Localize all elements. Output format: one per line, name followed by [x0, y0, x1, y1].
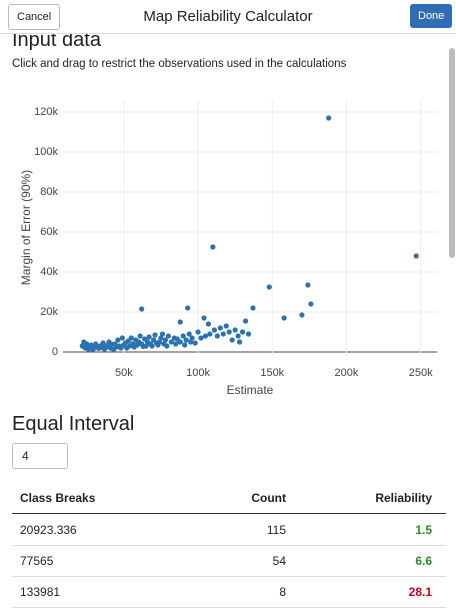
data-point: [165, 333, 171, 339]
data-point: [168, 339, 174, 345]
x-axis-label: Estimate: [227, 383, 274, 397]
column-header: Reliability: [375, 491, 432, 505]
table-cell: 1.5: [415, 523, 432, 537]
data-point: [182, 342, 188, 348]
header-bar: Cancel Map Reliability Calculator Done: [0, 0, 456, 34]
data-point: [201, 315, 207, 321]
data-point: [211, 327, 217, 333]
data-point: [156, 339, 163, 345]
data-point: [226, 329, 232, 335]
data-point: [266, 284, 272, 290]
data-point: [220, 331, 226, 337]
data-point: [217, 325, 223, 331]
data-point: [242, 318, 249, 324]
class-count-input[interactable]: 4: [12, 443, 68, 469]
data-point: [137, 333, 143, 339]
y-tick-label: 120k: [34, 106, 58, 118]
data-point: [119, 335, 125, 341]
data-point: [152, 332, 158, 338]
table-header: Class Breaks Count Reliability: [12, 482, 446, 514]
table-cell: 28.1: [408, 585, 432, 599]
data-point: [188, 339, 194, 345]
data-point: [146, 334, 152, 340]
data-point: [173, 341, 179, 347]
x-tick-label: 200k: [335, 367, 359, 379]
table-row: 77565 54 6.6: [12, 545, 446, 577]
data-point: [245, 331, 252, 337]
data-point: [149, 343, 155, 349]
data-point: [305, 282, 311, 288]
data-point: [177, 339, 183, 345]
data-point: [207, 331, 213, 337]
data-point: [195, 329, 201, 335]
table-row: 133981 8 28.1: [12, 576, 446, 608]
data-point: [202, 333, 209, 339]
table-cell: 54: [272, 554, 286, 568]
y-tick-label: 100k: [34, 146, 58, 158]
done-button[interactable]: Done: [410, 4, 453, 28]
x-tick-label: 150k: [260, 367, 284, 379]
data-point: [299, 312, 305, 318]
x-tick-label: 250k: [409, 367, 433, 379]
header-title: Map Reliability Calculator: [143, 8, 313, 25]
data-point: [128, 335, 134, 341]
cancel-button[interactable]: Cancel: [8, 4, 61, 30]
data-point: [159, 331, 166, 337]
table-cell: 20923.336: [20, 523, 77, 537]
y-tick-label: 60k: [40, 226, 58, 238]
data-point: [186, 331, 192, 337]
data-point: [115, 337, 121, 343]
data-point: [232, 327, 238, 333]
data-point: [185, 305, 191, 311]
instructions: Click and drag to restrict the observati…: [12, 58, 347, 70]
data-point: [413, 253, 419, 259]
y-tick-label: 0: [52, 346, 58, 358]
y-axis-label: Margin of Error (90%): [19, 170, 33, 285]
scrollbar[interactable]: [449, 48, 455, 258]
data-point: [214, 333, 220, 339]
data-point: [308, 301, 314, 307]
data-point: [229, 337, 235, 343]
data-point: [177, 319, 183, 325]
x-tick-label: 100k: [186, 367, 210, 379]
data-point: [223, 323, 229, 329]
table-row: 20923.336 115 1.5: [12, 514, 446, 546]
data-point: [198, 335, 204, 341]
y-tick-label: 20k: [40, 306, 58, 318]
data-point: [164, 343, 170, 349]
y-tick-label: 40k: [40, 266, 58, 278]
table-cell: 133981: [20, 585, 61, 599]
data-point: [162, 337, 169, 343]
table-cell: 8: [279, 585, 286, 599]
data-point: [239, 329, 246, 335]
data-point: [210, 244, 216, 250]
section-heading: Input data: [12, 29, 101, 51]
data-point: [180, 333, 186, 339]
data-point: [158, 335, 164, 341]
scatter-chart[interactable]: 0 20k 40k 60k 80k 100k 120k 50k 100k 150k 200k 250k…: [0, 90, 456, 410]
data-point: [281, 315, 287, 321]
table-cell: 115: [266, 523, 286, 537]
table-cell: 77565: [20, 554, 54, 568]
data-point: [183, 337, 189, 343]
data-point: [326, 115, 332, 121]
data-point: [205, 321, 212, 327]
data-point: [143, 343, 149, 349]
column-header: Class Breaks: [20, 491, 96, 505]
x-tick-label: 50k: [115, 367, 133, 379]
data-point: [250, 305, 256, 311]
data-point: [139, 306, 145, 312]
y-tick-label: 80k: [40, 186, 58, 198]
column-header: Count: [251, 491, 286, 505]
data-point: [237, 339, 243, 345]
table-cell: 6.6: [415, 554, 432, 568]
data-point: [192, 340, 198, 346]
data-point: [189, 335, 195, 341]
data-point: [235, 333, 241, 339]
classification-heading: Equal Interval: [12, 413, 135, 435]
